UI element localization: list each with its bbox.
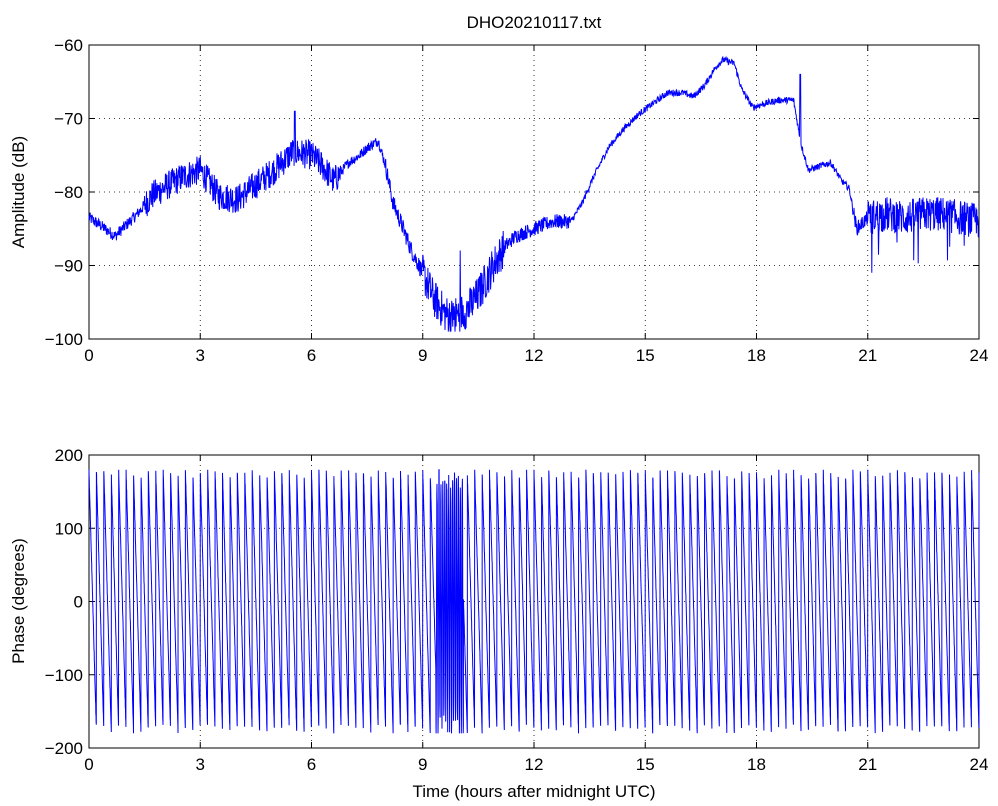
- phase-x-tick-label: 21: [858, 755, 877, 774]
- amplitude-x-tick-label: 15: [636, 346, 655, 365]
- amplitude-x-tick-label: 9: [418, 346, 427, 365]
- amplitude-y-tick-label: −100: [45, 330, 83, 349]
- amplitude-y-axis-label: Amplitude (dB): [9, 136, 28, 248]
- phase-x-tick-label: 9: [418, 755, 427, 774]
- phase-panel: 0 3 6 9 12 15 18 21 24 200 100 0 −100 −200: [45, 446, 989, 774]
- chart-title: DHO20210117.txt: [467, 13, 602, 32]
- amplitude-panel: 0 3 6 9 12 15 18 21 24 −60 −70 −80 −90 −100: [45, 36, 989, 365]
- amplitude-y-tick-label: −90: [54, 257, 83, 276]
- phase-x-tick-label: 18: [747, 755, 766, 774]
- amplitude-x-tick-label: 6: [307, 346, 316, 365]
- phase-x-tick-label: 6: [307, 755, 316, 774]
- amplitude-x-tick-label: 18: [747, 346, 766, 365]
- phase-x-tick-label: 3: [196, 755, 205, 774]
- phase-y-tick-label: −200: [45, 739, 83, 758]
- phase-x-tick-label: 15: [636, 755, 655, 774]
- amplitude-y-tick-label: −80: [54, 183, 83, 202]
- amplitude-plot-frame: [88, 44, 980, 340]
- amplitude-x-tick-label: 21: [858, 346, 877, 365]
- phase-y-axis-label: Phase (degrees): [9, 538, 28, 664]
- amplitude-series-line: [88, 55, 980, 332]
- phase-y-tick-label: 200: [55, 446, 83, 465]
- amplitude-x-tick-label: 12: [525, 346, 544, 365]
- phase-x-axis-label: Time (hours after midnight UTC): [412, 782, 655, 801]
- phase-y-tick-label: 100: [55, 519, 83, 538]
- phase-series-line: [88, 469, 980, 734]
- amplitude-y-tick-label: −70: [54, 110, 83, 129]
- amplitude-y-tick-label: −60: [54, 36, 83, 55]
- amplitude-x-tick-label: 0: [84, 346, 93, 365]
- phase-x-tick-label: 0: [84, 755, 93, 774]
- amplitude-x-tick-label: 24: [970, 346, 989, 365]
- phase-x-tick-label: 24: [970, 755, 989, 774]
- phase-y-tick-label: −100: [45, 666, 83, 685]
- phase-x-tick-label: 12: [525, 755, 544, 774]
- amplitude-x-tick-label: 3: [196, 346, 205, 365]
- phase-y-tick-label: 0: [74, 593, 83, 612]
